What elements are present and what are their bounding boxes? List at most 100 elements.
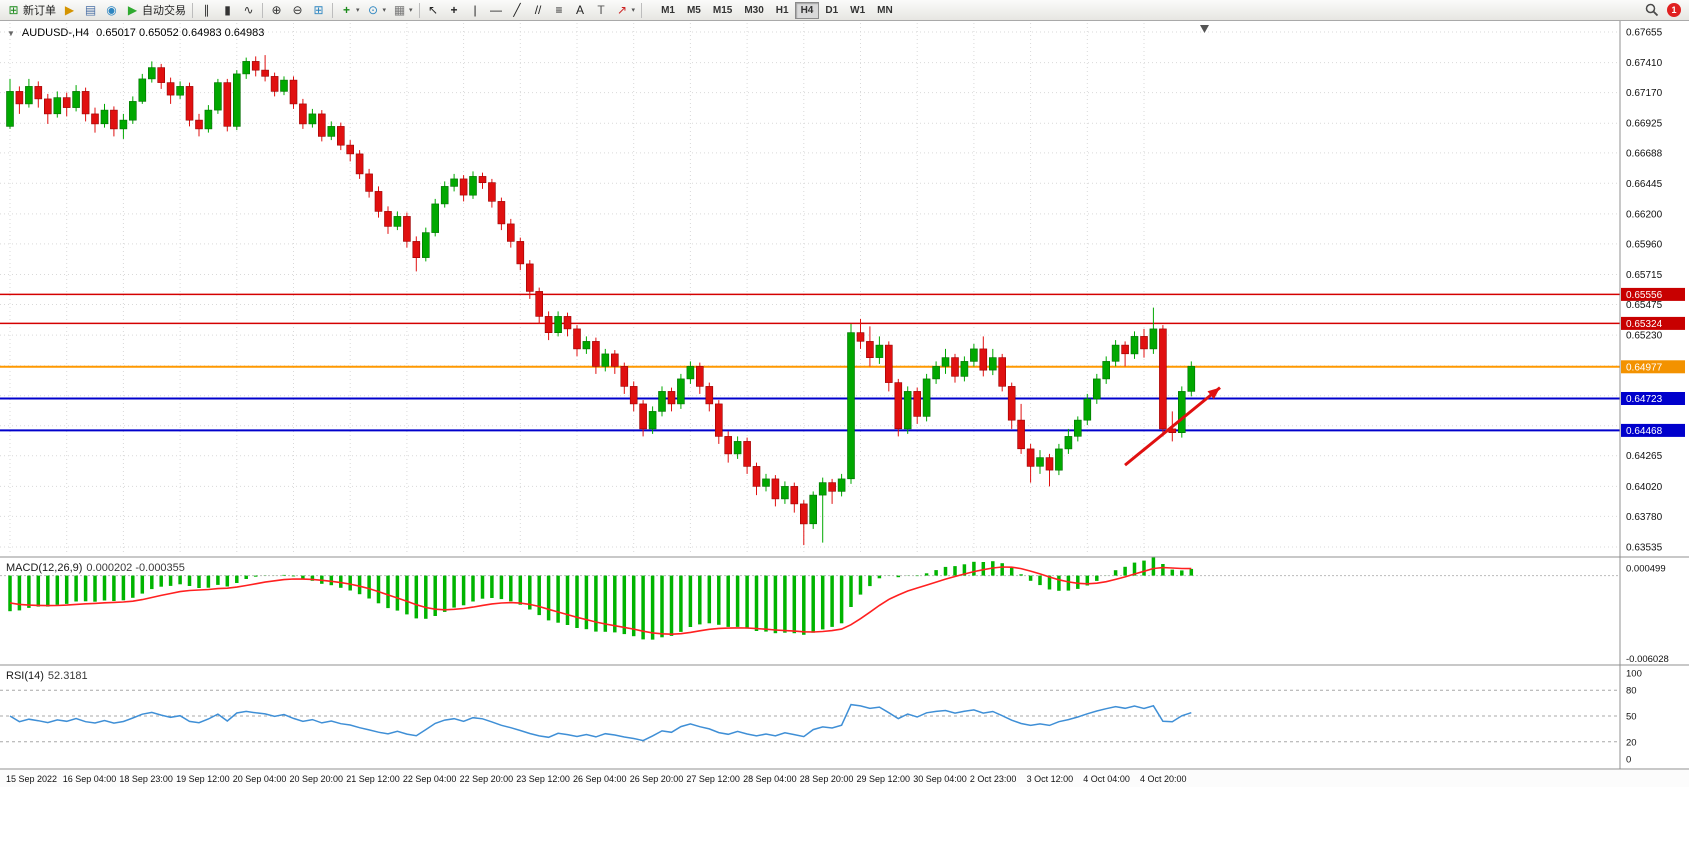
vertical-line-icon: | [473,2,477,17]
time-axis-label: 23 Sep 12:00 [516,774,570,784]
time-axis-label: 28 Sep 04:00 [743,774,797,784]
periods-button[interactable]: ⊙ ▾ [363,1,390,19]
crosshair-icon: + [450,2,458,17]
templates-button[interactable]: ▦ ▾ [389,1,416,19]
price-axis-label: 0.63535 [1626,543,1663,554]
zoom-out-button[interactable]: ⊖ [287,1,308,19]
candle-body [393,216,402,227]
line-chart-button[interactable]: ∿ [238,1,259,19]
bar-chart-button[interactable]: ∥ [196,1,217,19]
community-button[interactable]: ◉ [101,1,122,19]
cursor-button[interactable]: ↖ [423,1,444,19]
candle-body [951,357,959,377]
candle-body [695,366,704,387]
candle-body [355,153,364,175]
timeframe-d1-button[interactable]: D1 [819,2,844,19]
notification-badge[interactable]: 1 [1667,3,1681,17]
time-axis-label: 21 Sep 12:00 [346,774,400,784]
candle-body [771,478,780,500]
candle-body [582,341,591,350]
candle-body [667,391,676,405]
candle-body [847,332,855,480]
trend-arrow-line [1124,386,1221,467]
line-chart-icon: ∿ [243,2,254,17]
candle-body [62,97,71,108]
zoom-in-button[interactable]: ⊕ [266,1,287,19]
sound-button[interactable]: ▶ [59,1,80,19]
timeframe-w1-button[interactable]: W1 [844,2,871,19]
crosshair-button[interactable]: + [444,1,465,19]
fibonacci-icon: ≡ [555,2,563,17]
text-button[interactable]: A [570,1,591,19]
candle-body [1178,391,1186,433]
indicators-icon: + [342,2,350,17]
candle-body [1007,386,1016,421]
horizontal-line-button[interactable]: — [486,1,507,19]
time-axis-label: 16 Sep 04:00 [62,774,117,784]
candle-body [119,119,128,130]
candle-body [242,61,250,75]
candle-body [289,79,298,105]
candle-body [1102,361,1110,380]
candle-body [233,73,241,127]
candle-body [195,119,203,130]
rsi-axis-label: 80 [1626,686,1637,697]
macd-current-values: 0.000202 -0.000355 [86,562,185,574]
price-axis-label: 0.66925 [1626,119,1663,130]
time-axis-label: 4 Oct 20:00 [1140,774,1187,784]
community-icon: ◉ [106,2,117,17]
timeframe-mn-button[interactable]: MN [871,2,899,19]
trendline-button[interactable]: ╱ [507,1,528,19]
candle-body [932,366,940,380]
text-label-icon: T [597,2,605,17]
candle-body [535,291,544,317]
candle-body [620,366,629,387]
timeframe-m15-button[interactable]: M15 [707,2,738,19]
time-axis[interactable]: 15 Sep 2022 16 Sep 04:00 18 Sep 23:00 19 Se… [0,770,1689,787]
one-click-trading-toggle[interactable]: ▼ [7,28,15,38]
text-label-button[interactable]: T [591,1,612,19]
chart-window[interactable]: 0.67655 0.67410 0.67170 0.66925 0.66688 0.664… [0,21,1689,851]
candle-body [1074,419,1082,437]
price-level-box-label: 0.64468 [1626,426,1663,437]
price-level-box [1621,316,1685,330]
zoom-in-icon: ⊕ [271,2,282,17]
timeframe-m30-button[interactable]: M30 [738,2,769,19]
price-axis-label: 0.65475 [1626,300,1663,311]
rsi-name: RSI(14) [6,670,44,682]
search-button[interactable] [1642,1,1662,19]
candle-body [1064,436,1073,450]
timeframe-h4-button[interactable]: H4 [794,1,820,19]
candle-body [450,178,458,187]
candle-body [941,357,950,367]
vertical-line-button[interactable]: | [465,1,486,19]
candle-body [308,113,317,125]
timeframe-m1-button[interactable]: M1 [655,2,681,19]
print-button[interactable]: ▤ [80,1,101,19]
price-axis-label: 0.64020 [1626,482,1663,493]
rsi-current-value: 52.3181 [47,670,88,682]
tile-windows-button[interactable]: ⊞ [308,1,329,19]
candle-body [592,341,600,367]
candle-body [1093,378,1101,400]
indicators-button[interactable]: + ▾ [336,1,363,19]
candle-body [828,482,836,492]
arrows-button[interactable]: ↗ ▾ [612,1,639,19]
autotrading-button[interactable]: ▶ 自动交易 [122,1,189,19]
channel-button[interactable]: // [528,1,549,19]
candle-body [317,113,326,137]
candle-body [469,176,477,196]
rsi-line [9,703,1192,742]
fibonacci-button[interactable]: ≡ [549,1,570,19]
timeframe-h1-button[interactable]: H1 [770,2,795,19]
new-order-button[interactable]: ⊞ 新订单 [3,1,59,19]
price-level-box [1621,360,1685,374]
candle-body [686,366,695,380]
candle-body [1140,336,1148,350]
candle-body [1187,366,1196,392]
chart-canvas[interactable]: 0.67655 0.67410 0.67170 0.66925 0.66688 0.664… [0,21,1689,851]
candle-body [799,503,808,525]
candlestick-button[interactable]: ▮ [217,1,238,19]
timeframe-m5-button[interactable]: M5 [681,2,707,19]
macd-axis-label: 0.000499 [1626,564,1666,575]
